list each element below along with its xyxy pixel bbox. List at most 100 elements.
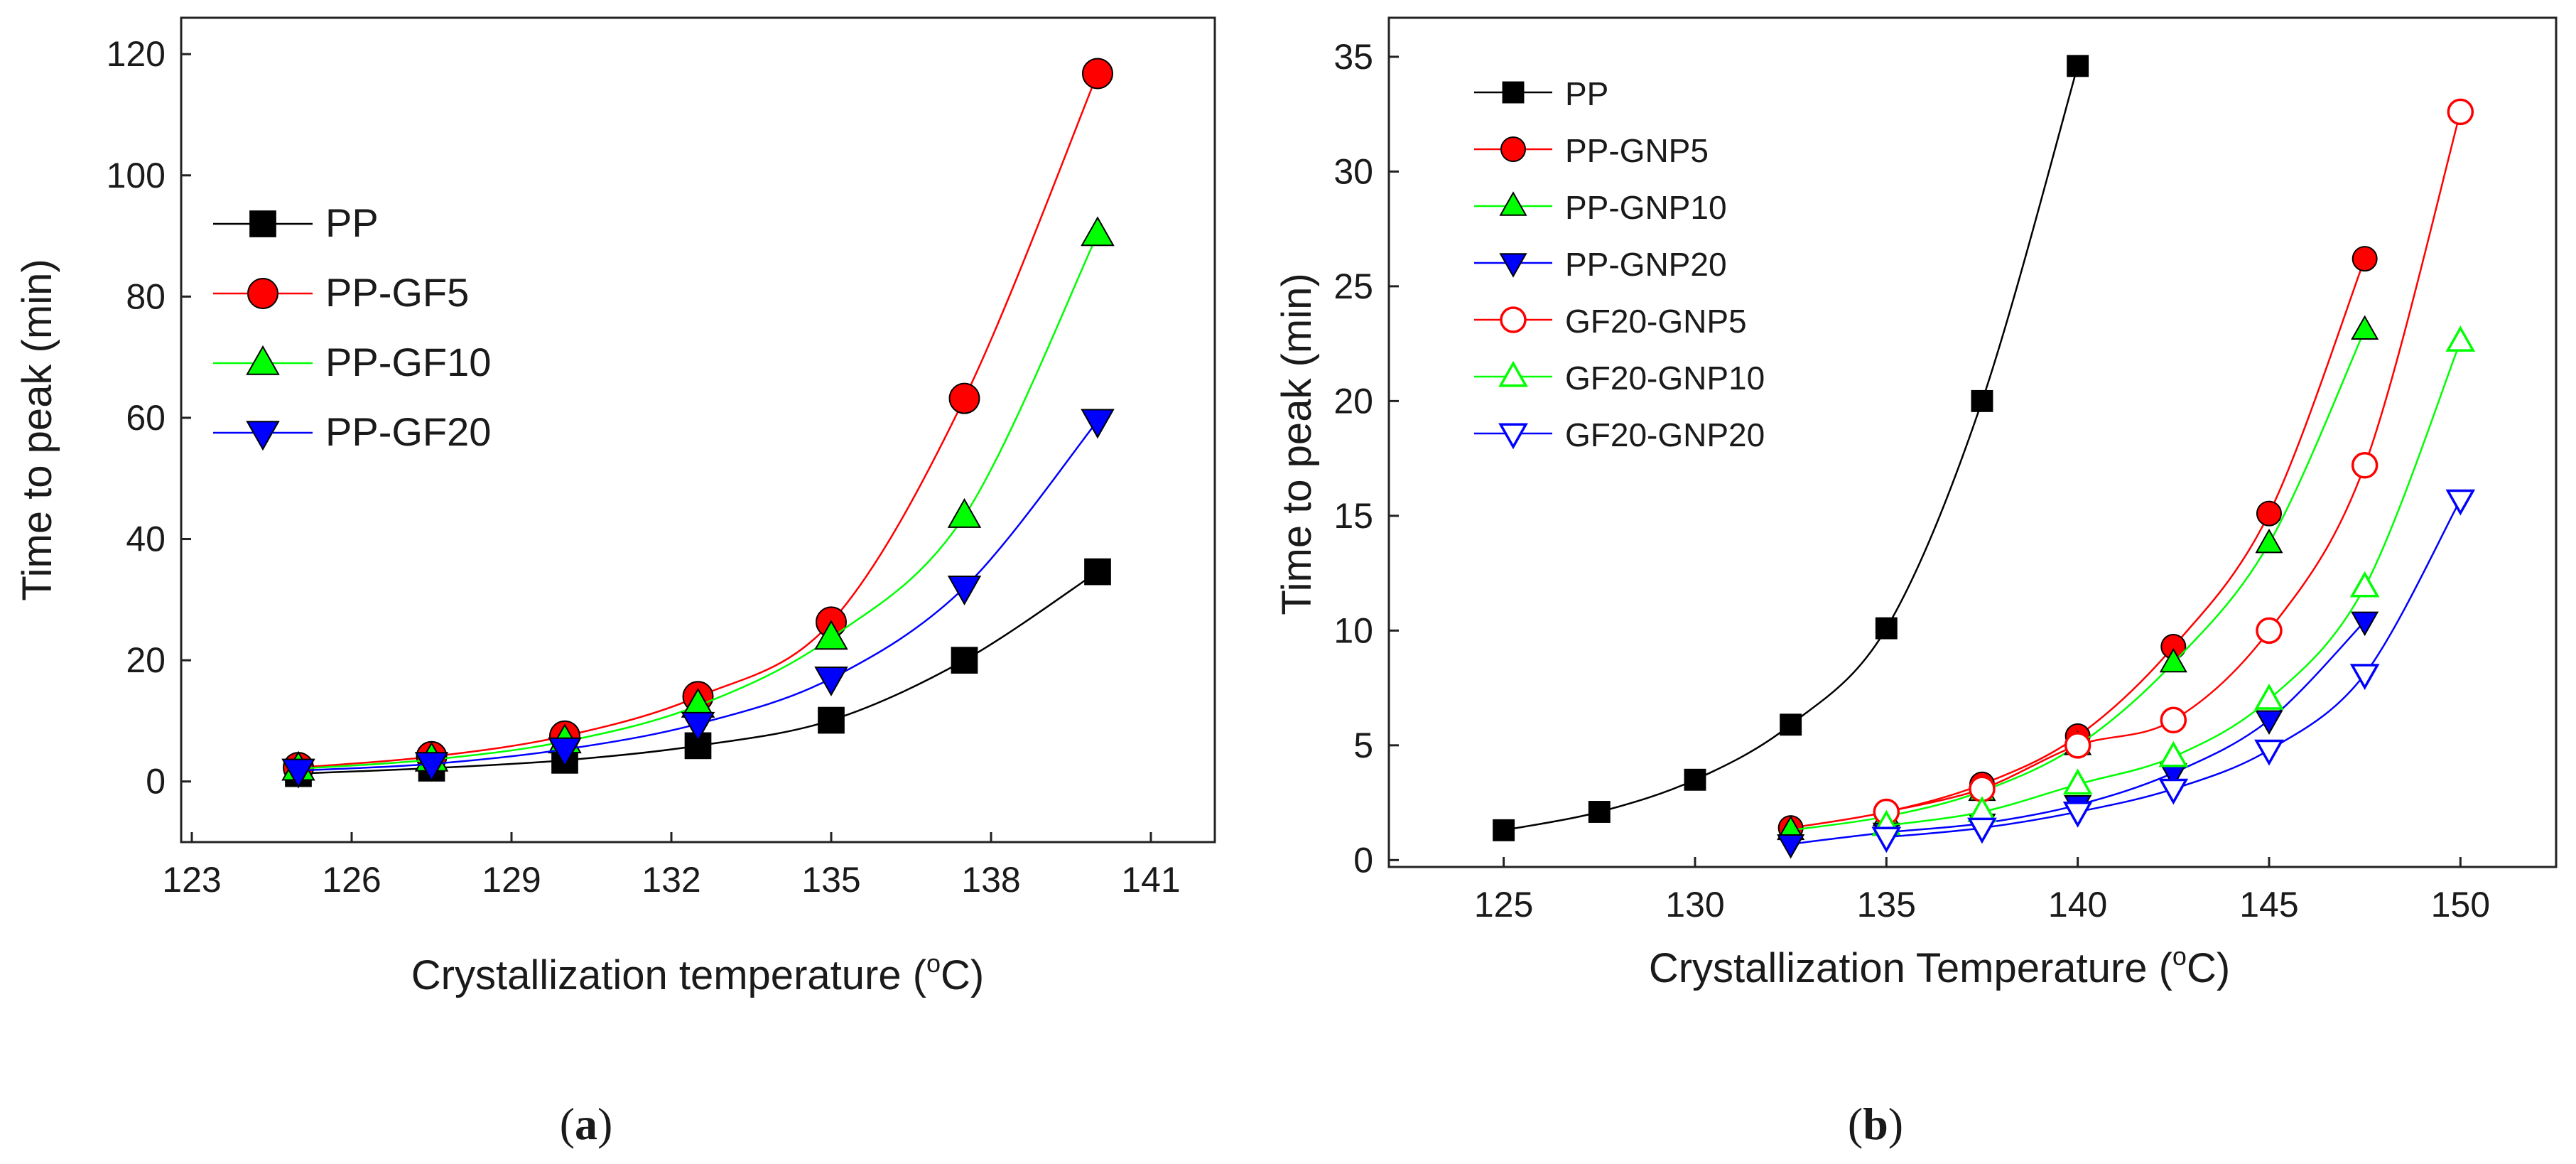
series-line-pp-gf5 [298,72,1099,769]
legend-marker [1498,423,1528,450]
data-point [2254,683,2284,710]
x-tick-label: 135 [801,860,860,900]
legend-marker [1499,253,1527,278]
data-point [2062,801,2093,828]
data-point [1684,768,1706,791]
panel-caption-a-letter: a [575,1099,597,1149]
plot-frame-b [1387,16,2558,868]
data-point [2158,778,2189,805]
data-point [1082,58,1113,90]
legend-label: PP-GNP20 [1565,246,1727,283]
y-tick-label: 35 [1333,37,1373,77]
data-point [2256,500,2282,527]
legend-marker [1500,306,1527,333]
legend-item-pp-gnp5: PP-GNP5 [1474,132,1709,169]
data-point [1493,819,1515,841]
legend-item-pp-gnp20: PP-GNP20 [1474,246,1727,283]
legend-marker [1498,360,1528,387]
data-point [2445,489,2476,516]
series-gf20-gnp5 [1873,98,2474,826]
data-point [947,497,982,528]
data-point [951,647,978,674]
x-axis-title-b: Crystallization Temperature (oC) [1649,942,2230,991]
data-point [2351,315,2379,340]
data-point [2349,664,2380,690]
data-point [2351,611,2379,637]
series-gf20-gnp20 [1871,489,2476,853]
x-tick-label: 123 [162,860,221,900]
x-axis-title-a-prefix: Crystallization temperature ( [411,952,926,998]
data-point [1780,713,1802,736]
y-ticks-b: 0 5 10 15 20 25 30 35 [1333,37,1399,880]
y-tick-label: 80 [126,276,166,316]
x-tick-label: 129 [482,860,541,900]
legend-label: PP-GNP5 [1565,132,1709,169]
series-pp [1493,55,2089,841]
panel-caption-a: (a) [560,1099,613,1149]
data-point [281,758,315,789]
legend-label: PP-GF10 [325,340,491,384]
legend-item-pp-gf10: PP-GF10 [213,340,491,384]
data-point [2062,768,2093,795]
y-tick-label: 120 [107,34,166,74]
panel-caption-b-open: ( [1848,1099,1863,1149]
y-tick-label: 30 [1333,151,1373,191]
y-tick-label: 20 [1333,381,1373,421]
data-point [2447,98,2474,126]
panel-caption-a-close: ) [597,1099,612,1149]
panel-caption-b-close: ) [1888,1099,1903,1149]
y-axis-title-b: Time to peak (min) [1274,273,1320,615]
x-tick-label: 135 [1857,885,1916,925]
data-point [1084,558,1111,586]
data-point [1588,801,1611,823]
data-point [1971,389,1993,412]
series-gf20-gnp10 [1871,325,2476,836]
x-axis-title-b-suffix: C) [2187,945,2230,991]
y-axis-title-a: Time to peak (min) [14,259,60,600]
y-tick-label: 15 [1333,496,1373,536]
series-pp-gnp10 [1777,315,2379,841]
y-tick-label: 100 [107,156,166,195]
series-pp [285,558,1111,787]
y-tick-label: 60 [126,398,166,438]
y-tick-label: 10 [1333,610,1373,650]
x-tick-label: 145 [2239,885,2298,925]
panel-b: 0 5 10 15 20 25 30 35 125 130 135 140 145 150 Time t… [1274,16,2558,1149]
data-point [2064,732,2091,759]
y-ticks-a: 0 20 40 60 80 100 120 [107,34,191,802]
x-axis-title-a: Crystallization temperature (oC) [411,949,985,998]
x-axis-title-a-suffix: C) [941,952,984,998]
x-ticks-b: 125 130 135 140 145 150 [1474,857,2490,925]
legend-item-pp: PP [1474,75,1608,112]
legend-marker [246,421,280,451]
y-tick-label: 25 [1333,266,1373,306]
legend-marker [247,278,278,309]
data-point [814,666,848,696]
data-point [2349,571,2380,598]
data-point [2351,452,2379,479]
data-point [1871,826,1902,853]
data-point [947,576,982,605]
x-tick-label: 130 [1665,885,1724,925]
legend-marker [1500,136,1526,162]
panel-a: 0 20 40 60 80 100 120 123 126 129 132 135 138 141 Ti… [14,16,1216,1149]
data-point [2254,739,2284,766]
legend-marker [1502,81,1525,104]
data-point [2352,246,2378,272]
legend-a: PP PP-GF5 PP-GF10 PP-GF20 [213,200,491,454]
series-line-gf20-gnp10 [1886,340,2462,827]
panel-caption-b-letter: b [1863,1099,1888,1149]
legend-item-pp-gnp10: PP-GNP10 [1474,189,1727,226]
legend-marker [249,210,276,237]
series-line-gf20-gnp5 [1886,112,2462,813]
panel-caption-b: (b) [1848,1099,1903,1149]
data-point [1967,817,1997,844]
legend-item-gf20-gnp10: GF20-GNP10 [1474,360,1765,397]
data-point [1777,834,1805,859]
legend-item-pp-gf20: PP-GF20 [213,409,491,454]
x-tick-label: 141 [1121,860,1180,900]
series-line-pp [1503,65,2079,831]
data-point [1875,617,1898,640]
data-point [2160,706,2187,734]
